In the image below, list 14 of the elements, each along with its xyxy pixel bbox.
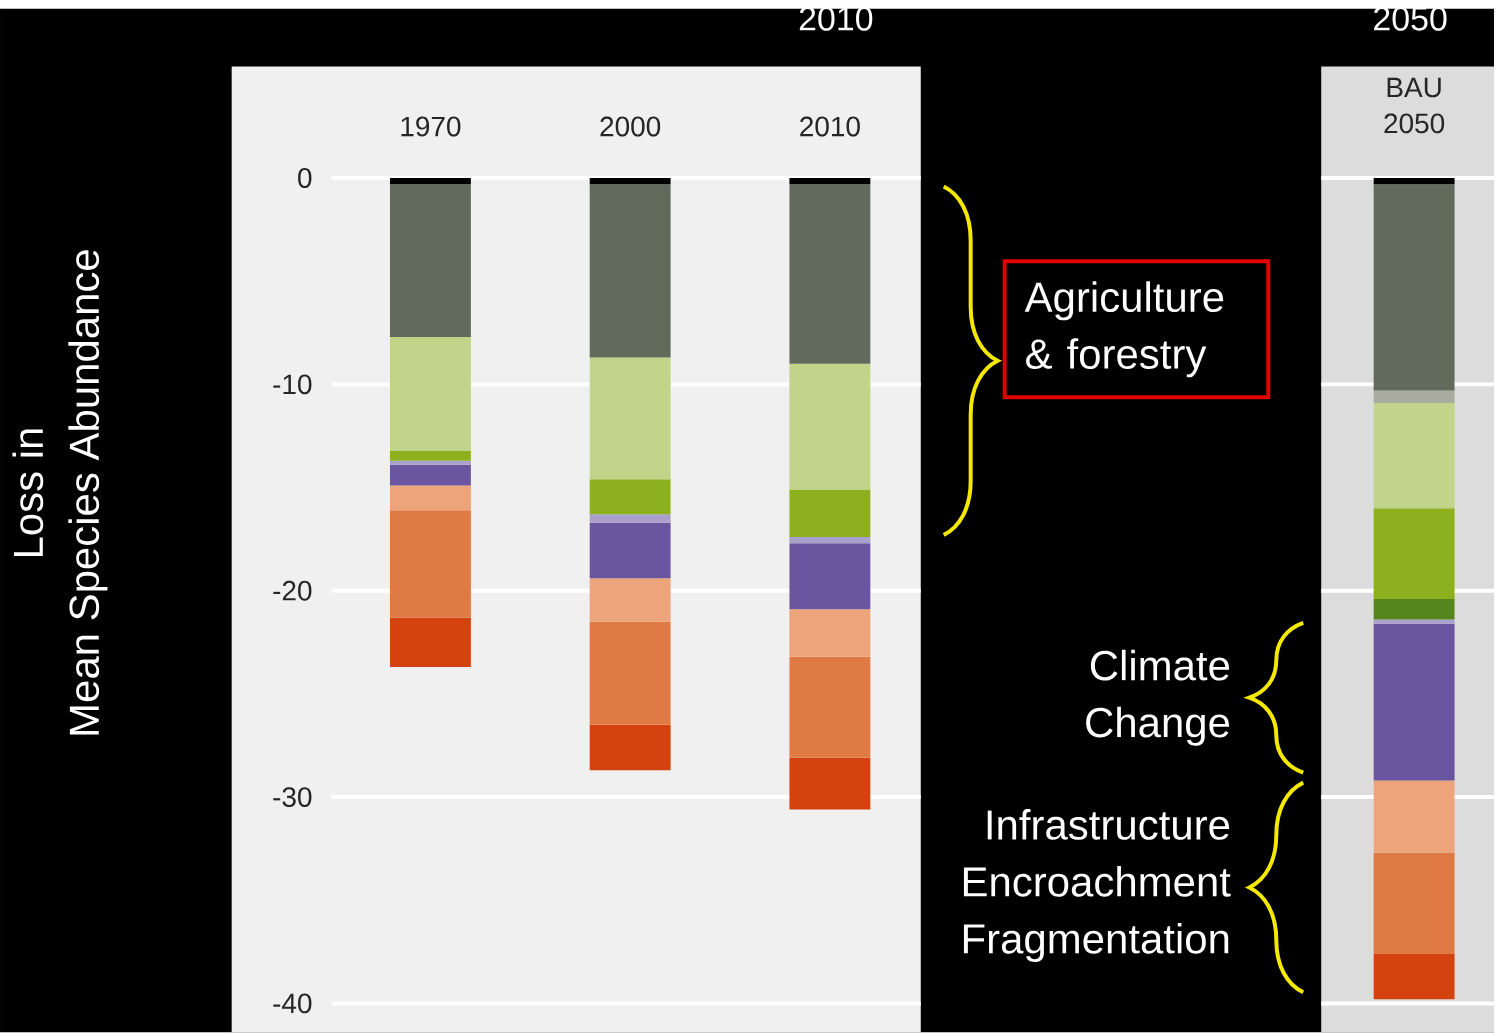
text: Infrastructure Encroachment Fragmentation — [963, 809, 1231, 963]
x-tick-label: 2010 — [800, 116, 860, 137]
x-tick-label: 2000 — [600, 116, 661, 137]
y-tick-label: -10 — [273, 374, 312, 395]
y-tick-label: -40 — [273, 993, 312, 1014]
text: Climate Change — [1086, 650, 1230, 747]
text: Agriculture & forestry — [1024, 281, 1224, 378]
y-tick-label: -20 — [273, 581, 312, 601]
chart-title: 2010 — [799, 6, 873, 31]
x-tick-label: 1970 — [401, 116, 461, 137]
y-tick-label: 0 — [298, 168, 312, 189]
y-tick-label: -30 — [273, 787, 312, 808]
x-tick-label: BAU 2050 — [1384, 78, 1445, 134]
y-axis-title: Loss in Mean Species Abundance — [12, 250, 108, 735]
